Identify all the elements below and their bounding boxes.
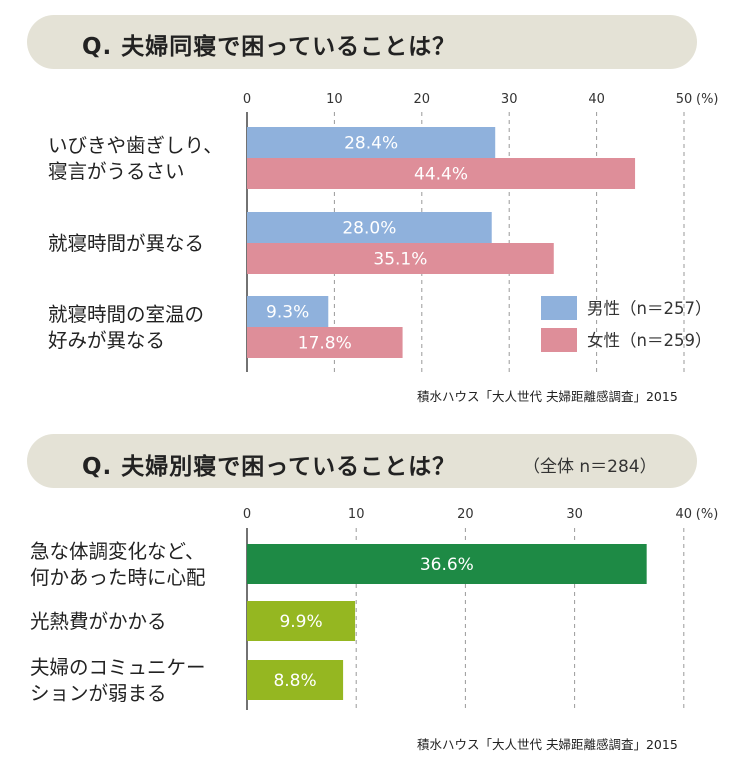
chart2-unit-label: (%) [696, 507, 719, 522]
chart2-tick-label: 0 [243, 507, 251, 522]
chart2-category-label: ションが弱まる [30, 682, 167, 705]
chart2-bar-label: 8.8% [273, 671, 316, 691]
chart2-bar-label: 9.9% [279, 612, 322, 632]
chart2-category-label: 何かあった時に心配 [30, 566, 206, 589]
chart2-tick-label: 20 [457, 507, 474, 522]
chart2-tick-label: 30 [566, 507, 583, 522]
chart2-category-label: 急な体調変化など、 [30, 540, 205, 563]
chart2-category-label: 夫婦のコミュニケー [30, 656, 206, 679]
chart2-tick-label: 40 [676, 507, 693, 522]
chart2-category-label: 光熱費がかかる [30, 610, 167, 633]
chart2-tick-label: 10 [348, 507, 365, 522]
chart2-plot: 0 10 20 30 40 (%) 36.6% 急な体調変化など、何かあった時に心配 9.9% 光… [0, 0, 735, 778]
chart2-source: 積水ハウス「大人世代 夫婦距離感調査」2015 [417, 734, 678, 753]
chart2-bar-label: 36.6% [420, 555, 474, 575]
